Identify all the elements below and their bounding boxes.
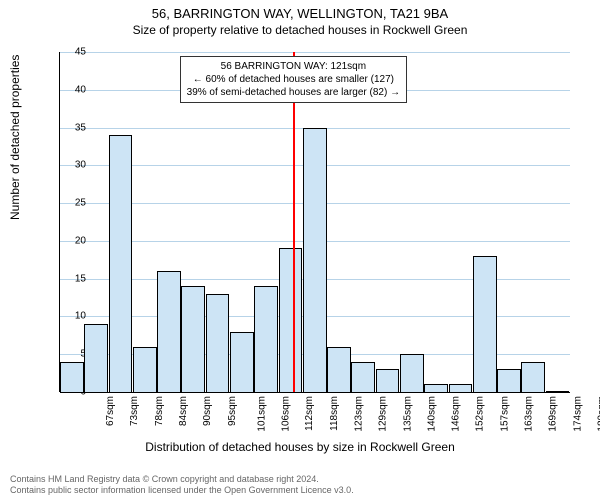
x-tick-label: 135sqm bbox=[402, 396, 413, 432]
histogram-bar bbox=[206, 294, 230, 392]
x-tick-label: 118sqm bbox=[329, 396, 340, 431]
chart-subtitle: Size of property relative to detached ho… bbox=[0, 21, 600, 37]
histogram-bar bbox=[351, 362, 375, 392]
bars-layer bbox=[60, 52, 570, 392]
x-tick-label: 112sqm bbox=[304, 396, 315, 431]
y-axis-line bbox=[59, 52, 60, 392]
x-tick-label: 163sqm bbox=[524, 396, 535, 432]
x-tick-label: 123sqm bbox=[354, 396, 365, 432]
histogram-bar bbox=[400, 354, 424, 392]
histogram-bar bbox=[473, 256, 497, 392]
footer-line-2: Contains public sector information licen… bbox=[10, 485, 354, 496]
histogram-bar bbox=[521, 362, 545, 392]
x-tick-label: 95sqm bbox=[227, 396, 238, 426]
chart-container: 56, BARRINGTON WAY, WELLINGTON, TA21 9BA… bbox=[0, 0, 600, 500]
plot-area bbox=[60, 52, 570, 392]
x-axis-line bbox=[60, 392, 570, 393]
histogram-bar bbox=[303, 128, 327, 392]
footer-text: Contains HM Land Registry data © Crown c… bbox=[10, 474, 354, 496]
histogram-bar bbox=[327, 347, 351, 392]
marker-line bbox=[293, 52, 295, 392]
annotation-line-1: 56 BARRINGTON WAY: 121sqm bbox=[187, 60, 400, 73]
footer-line-1: Contains HM Land Registry data © Crown c… bbox=[10, 474, 354, 485]
x-tick-label: 73sqm bbox=[129, 396, 140, 426]
x-tick-label: 140sqm bbox=[426, 396, 437, 432]
histogram-bar bbox=[181, 286, 205, 392]
x-tick-label: 180sqm bbox=[596, 396, 600, 432]
histogram-bar bbox=[424, 384, 448, 392]
x-tick-label: 101sqm bbox=[256, 396, 267, 432]
annotation-box: 56 BARRINGTON WAY: 121sqm ← 60% of detac… bbox=[180, 56, 407, 103]
histogram-bar bbox=[497, 369, 521, 392]
x-axis-label: Distribution of detached houses by size … bbox=[0, 440, 600, 454]
histogram-bar bbox=[157, 271, 181, 392]
x-tick-label: 174sqm bbox=[572, 396, 583, 432]
histogram-bar bbox=[376, 369, 400, 392]
y-axis-label: Number of detached properties bbox=[8, 55, 22, 220]
histogram-bar bbox=[449, 384, 473, 392]
histogram-bar bbox=[230, 332, 254, 392]
x-tick-label: 84sqm bbox=[178, 396, 189, 426]
x-tick-label: 146sqm bbox=[451, 396, 462, 432]
x-tick-label: 67sqm bbox=[105, 396, 116, 426]
x-tick-label: 90sqm bbox=[202, 396, 213, 426]
histogram-bar bbox=[279, 248, 303, 392]
histogram-bar bbox=[254, 286, 278, 392]
histogram-bar bbox=[84, 324, 108, 392]
histogram-bar bbox=[133, 347, 157, 392]
histogram-bar bbox=[60, 362, 84, 392]
histogram-bar bbox=[109, 135, 133, 392]
annotation-line-3: 39% of semi-detached houses are larger (… bbox=[187, 86, 400, 99]
x-tick-label: 152sqm bbox=[475, 396, 486, 432]
x-tick-label: 106sqm bbox=[281, 396, 292, 432]
x-tick-label: 129sqm bbox=[378, 396, 389, 432]
x-tick-label: 78sqm bbox=[154, 396, 165, 426]
x-tick-label: 157sqm bbox=[499, 396, 510, 432]
annotation-line-2: ← 60% of detached houses are smaller (12… bbox=[187, 73, 400, 86]
x-tick-label: 169sqm bbox=[548, 396, 559, 432]
chart-title: 56, BARRINGTON WAY, WELLINGTON, TA21 9BA bbox=[0, 0, 600, 21]
